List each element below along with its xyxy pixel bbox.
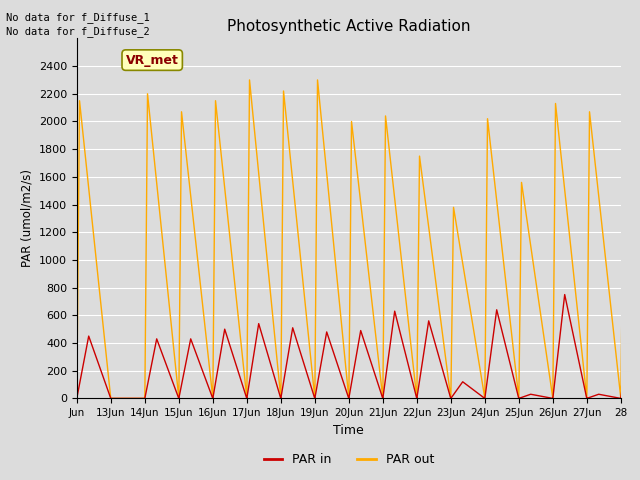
- Text: No data for f_Diffuse_1: No data for f_Diffuse_1: [6, 12, 150, 23]
- Legend: PAR in, PAR out: PAR in, PAR out: [259, 448, 439, 471]
- Text: VR_met: VR_met: [125, 54, 179, 67]
- Title: Photosynthetic Active Radiation: Photosynthetic Active Radiation: [227, 20, 470, 35]
- X-axis label: Time: Time: [333, 424, 364, 437]
- Y-axis label: PAR (umol/m2/s): PAR (umol/m2/s): [20, 169, 33, 267]
- Text: No data for f_Diffuse_2: No data for f_Diffuse_2: [6, 26, 150, 37]
